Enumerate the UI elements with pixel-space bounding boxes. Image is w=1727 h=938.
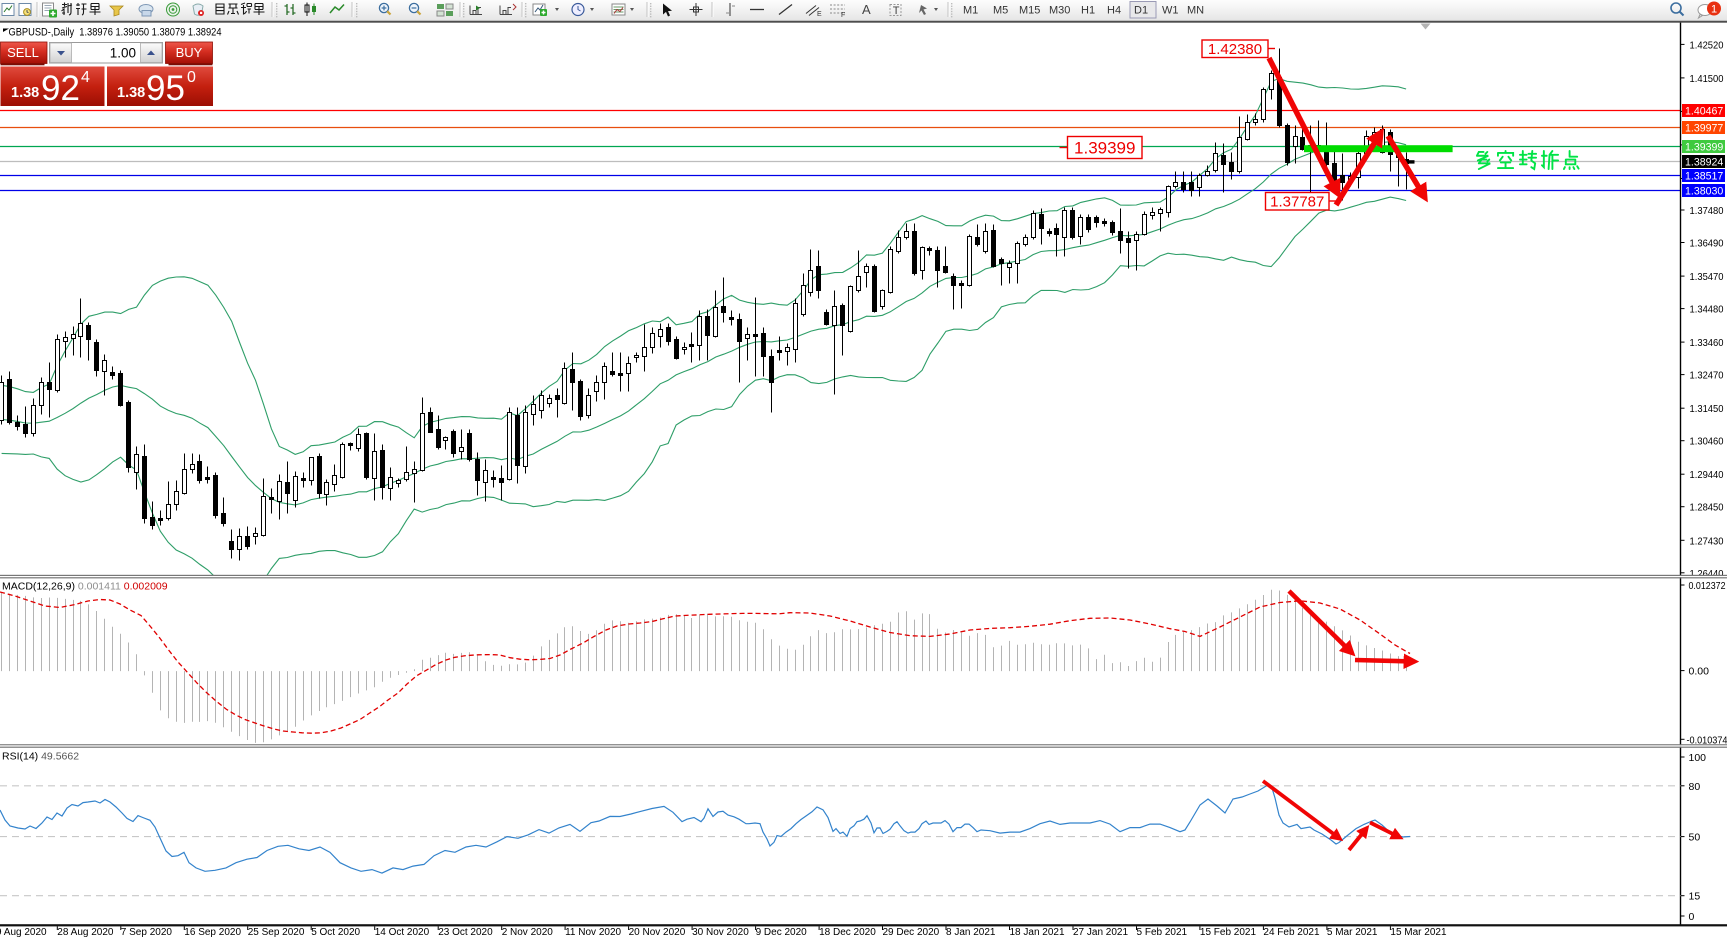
svg-text:1.32470: 1.32470 (1690, 370, 1724, 382)
svg-text:D1: D1 (1134, 5, 1148, 17)
svg-text:T: T (893, 5, 900, 17)
svg-text:-0.010374: -0.010374 (1687, 734, 1727, 746)
svg-text:100: 100 (1689, 752, 1707, 764)
svg-text:1.31450: 1.31450 (1690, 403, 1724, 415)
svg-text:5 Feb 2021: 5 Feb 2021 (1137, 927, 1188, 938)
svg-text:5 Mar 2021: 5 Mar 2021 (1327, 927, 1378, 938)
svg-text:0: 0 (1689, 911, 1695, 923)
svg-text:8 Jan 2021: 8 Jan 2021 (946, 927, 996, 938)
svg-text:14 Oct 2020: 14 Oct 2020 (375, 927, 430, 938)
svg-text:0.012372: 0.012372 (1689, 580, 1726, 592)
svg-text:F: F (841, 12, 845, 19)
svg-text:1.28450: 1.28450 (1690, 502, 1724, 514)
svg-text:1.41500: 1.41500 (1690, 73, 1724, 85)
svg-text:9 Dec 2020: 9 Dec 2020 (756, 927, 808, 938)
svg-text:18 Jan 2021: 18 Jan 2021 (1010, 927, 1065, 938)
svg-text:15 Mar 2021: 15 Mar 2021 (1390, 927, 1447, 938)
svg-text:4: 4 (81, 69, 90, 86)
svg-text:1.30460: 1.30460 (1690, 436, 1724, 448)
svg-text:1.00: 1.00 (110, 46, 136, 61)
svg-text:H4: H4 (1107, 5, 1121, 17)
svg-text:MACD(12,26,9) 0.001411 0.00200: MACD(12,26,9) 0.001411 0.002009 (2, 581, 168, 593)
svg-text:1.38030: 1.38030 (1685, 185, 1723, 197)
svg-text:H1: H1 (1081, 5, 1095, 17)
svg-text:1.34480: 1.34480 (1690, 304, 1724, 316)
svg-text:A: A (862, 2, 871, 17)
svg-text:16 Sep 2020: 16 Sep 2020 (184, 927, 241, 938)
svg-text:2 Nov 2020: 2 Nov 2020 (502, 927, 554, 938)
svg-text:18 Dec 2020: 18 Dec 2020 (819, 927, 876, 938)
svg-text:50: 50 (1689, 832, 1701, 844)
svg-text:11 Nov 2020: 11 Nov 2020 (565, 927, 621, 938)
svg-text:M15: M15 (1019, 5, 1040, 17)
svg-text:1.39977: 1.39977 (1685, 122, 1723, 134)
svg-text:BUY: BUY (176, 45, 203, 60)
svg-text:W1: W1 (1162, 5, 1179, 17)
svg-text:M30: M30 (1049, 5, 1070, 17)
svg-text:0: 0 (187, 69, 196, 86)
svg-text:M5: M5 (993, 5, 1008, 17)
svg-text:GBPUSD-,Daily 1.38976 1.39050: GBPUSD-,Daily 1.38976 1.39050 1.38079 1.… (9, 26, 222, 38)
svg-text:1.38: 1.38 (117, 85, 145, 101)
svg-text:1.35470: 1.35470 (1690, 271, 1724, 283)
svg-text:SELL: SELL (7, 45, 39, 60)
svg-text:RSI(14) 49.5662: RSI(14) 49.5662 (2, 751, 79, 763)
svg-text:1: 1 (1711, 4, 1717, 16)
svg-text:23 Oct 2020: 23 Oct 2020 (438, 927, 493, 938)
svg-text:1.38: 1.38 (11, 85, 39, 101)
svg-text:1.38517: 1.38517 (1685, 170, 1723, 182)
svg-text:1.38924: 1.38924 (1685, 156, 1723, 168)
svg-text:30 Nov 2020: 30 Nov 2020 (692, 927, 749, 938)
svg-text:1.42380: 1.42380 (1208, 41, 1262, 58)
svg-text:92: 92 (41, 69, 80, 108)
svg-text:1.42520: 1.42520 (1690, 39, 1724, 51)
svg-text:1.33460: 1.33460 (1690, 337, 1724, 349)
svg-text:M1: M1 (963, 5, 978, 17)
svg-text:MN: MN (1187, 5, 1204, 17)
svg-text:0.00: 0.00 (1689, 666, 1710, 678)
svg-text:1.36490: 1.36490 (1690, 238, 1724, 250)
svg-text:20 Nov 2020: 20 Nov 2020 (629, 927, 686, 938)
svg-text:9 Aug 2020: 9 Aug 2020 (0, 927, 47, 938)
svg-text:1.37480: 1.37480 (1690, 205, 1724, 217)
svg-text:1.29440: 1.29440 (1690, 469, 1724, 481)
svg-text:1.37787: 1.37787 (1270, 194, 1324, 211)
svg-text:1.27430: 1.27430 (1690, 535, 1724, 547)
svg-text:25 Sep 2020: 25 Sep 2020 (248, 927, 305, 938)
svg-text:15 Feb 2021: 15 Feb 2021 (1200, 927, 1257, 938)
svg-text:1.40467: 1.40467 (1685, 105, 1723, 117)
svg-text:E: E (817, 11, 822, 18)
svg-text:28 Aug 2020: 28 Aug 2020 (57, 927, 114, 938)
svg-text:7 Sep 2020: 7 Sep 2020 (121, 927, 173, 938)
svg-text:80: 80 (1689, 781, 1701, 793)
svg-text:27 Jan 2021: 27 Jan 2021 (1073, 927, 1128, 938)
svg-text:1.39399: 1.39399 (1074, 139, 1135, 158)
svg-text:95: 95 (146, 69, 185, 108)
svg-text:24 Feb 2021: 24 Feb 2021 (1263, 927, 1320, 938)
svg-text:1.39399: 1.39399 (1685, 141, 1723, 153)
svg-text:5 Oct 2020: 5 Oct 2020 (311, 927, 360, 938)
svg-text:15: 15 (1689, 891, 1701, 903)
svg-text:29 Dec 2020: 29 Dec 2020 (883, 927, 940, 938)
